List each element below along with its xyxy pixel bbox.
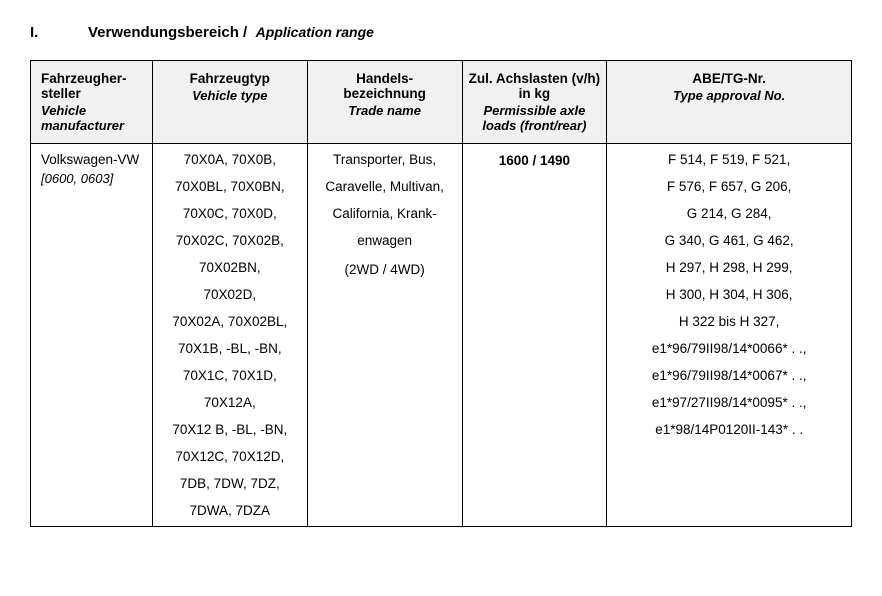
abe-line: e1*96/79II98/14*0067* . ., bbox=[652, 368, 807, 383]
cell-abe: F 514, F 519, F 521, F 576, F 657, G 206,… bbox=[607, 144, 852, 527]
vehicle-type-line: 70X12A, bbox=[204, 395, 256, 410]
vehicle-type-line: 70X12 B, -BL, -BN, bbox=[172, 422, 287, 437]
trade-name-line: Transporter, Bus, bbox=[333, 152, 436, 167]
vehicle-type-line: 70X1B, -BL, -BN, bbox=[178, 341, 282, 356]
vehicle-type-line: 70X02A, 70X02BL, bbox=[172, 314, 287, 329]
vehicle-type-line: 70X12C, 70X12D, bbox=[175, 449, 284, 464]
abe-line: e1*96/79II98/14*0066* . ., bbox=[652, 341, 807, 356]
th-axle-loads-de: Zul. Achslasten (v/h) in kg bbox=[469, 71, 601, 101]
cell-vehicle-type: 70X0A, 70X0B, 70X0BL, 70X0BN, 70X0C, 70X0D… bbox=[152, 144, 307, 527]
th-manufacturer: Fahrzeugher-steller Vehicle manufacturer bbox=[31, 61, 153, 144]
abe-line: H 322 bis H 327, bbox=[679, 314, 780, 329]
th-axle-loads-en: Permissible axle loads (front/rear) bbox=[469, 103, 601, 133]
trade-name-paren: (2WD / 4WD) bbox=[314, 262, 456, 277]
th-vehicle-type: Fahrzeugtyp Vehicle type bbox=[152, 61, 307, 144]
th-manufacturer-en: Vehicle manufacturer bbox=[41, 103, 146, 133]
heading-title-de: Verwendungsbereich / bbox=[88, 24, 247, 41]
cell-manufacturer: Volkswagen-VW [0600, 0603] bbox=[31, 144, 153, 527]
heading-title-en: Application range bbox=[256, 24, 374, 40]
application-range-table: Fahrzeugher-steller Vehicle manufacturer… bbox=[30, 60, 852, 527]
abe-line: H 300, H 304, H 306, bbox=[666, 287, 793, 302]
th-vehicle-type-de: Fahrzeugtyp bbox=[159, 71, 301, 86]
abe-line: e1*98/14P0120II-143* . . bbox=[655, 422, 803, 437]
trade-name-line: Caravelle, Multivan, bbox=[325, 179, 444, 194]
heading-roman: I. bbox=[30, 24, 88, 41]
th-trade-name: Handels-bezeichnung Trade name bbox=[307, 61, 462, 144]
vehicle-type-line: 70X0BL, 70X0BN, bbox=[175, 179, 285, 194]
vehicle-type-line: 70X0C, 70X0D, bbox=[183, 206, 277, 221]
vehicle-type-line: 70X1C, 70X1D, bbox=[183, 368, 277, 383]
abe-line: H 297, H 298, H 299, bbox=[666, 260, 793, 275]
th-manufacturer-de: Fahrzeugher-steller bbox=[41, 71, 146, 101]
section-heading: I. Verwendungsbereich / Application rang… bbox=[30, 24, 852, 42]
abe-line: F 514, F 519, F 521, bbox=[668, 152, 790, 167]
th-abe-de: ABE/TG-Nr. bbox=[613, 71, 845, 86]
cell-axle-loads: 1600 / 1490 bbox=[462, 144, 607, 527]
vehicle-type-line: 70X02C, 70X02B, bbox=[176, 233, 284, 248]
abe-line: G 214, G 284, bbox=[687, 206, 772, 221]
axle-loads-value: 1600 / 1490 bbox=[499, 153, 570, 168]
manufacturer-name: Volkswagen-VW bbox=[41, 152, 146, 167]
th-vehicle-type-en: Vehicle type bbox=[159, 88, 301, 103]
th-trade-name-en: Trade name bbox=[314, 103, 456, 118]
vehicle-type-line: 7DB, 7DW, 7DZ, bbox=[180, 476, 280, 491]
th-trade-name-de: Handels-bezeichnung bbox=[314, 71, 456, 101]
th-abe: ABE/TG-Nr. Type approval No. bbox=[607, 61, 852, 144]
trade-name-line: California, Krank- bbox=[332, 206, 436, 221]
vehicle-type-line: 7DWA, 7DZA bbox=[190, 503, 271, 518]
vehicle-type-line: 70X02BN, bbox=[199, 260, 261, 275]
manufacturer-codes: [0600, 0603] bbox=[41, 171, 146, 186]
table-row: Volkswagen-VW [0600, 0603] 70X0A, 70X0B,… bbox=[31, 144, 852, 527]
vehicle-type-line: 70X02D, bbox=[204, 287, 257, 302]
abe-line: F 576, F 657, G 206, bbox=[667, 179, 792, 194]
vehicle-type-line: 70X0A, 70X0B, bbox=[184, 152, 276, 167]
trade-name-line: enwagen bbox=[357, 233, 412, 248]
cell-trade-name: Transporter, Bus, Caravelle, Multivan, Cal… bbox=[307, 144, 462, 527]
th-abe-en: Type approval No. bbox=[613, 88, 845, 103]
th-axle-loads: Zul. Achslasten (v/h) in kg Permissible … bbox=[462, 61, 607, 144]
abe-line: e1*97/27II98/14*0095* . ., bbox=[652, 395, 807, 410]
abe-line: G 340, G 461, G 462, bbox=[665, 233, 794, 248]
